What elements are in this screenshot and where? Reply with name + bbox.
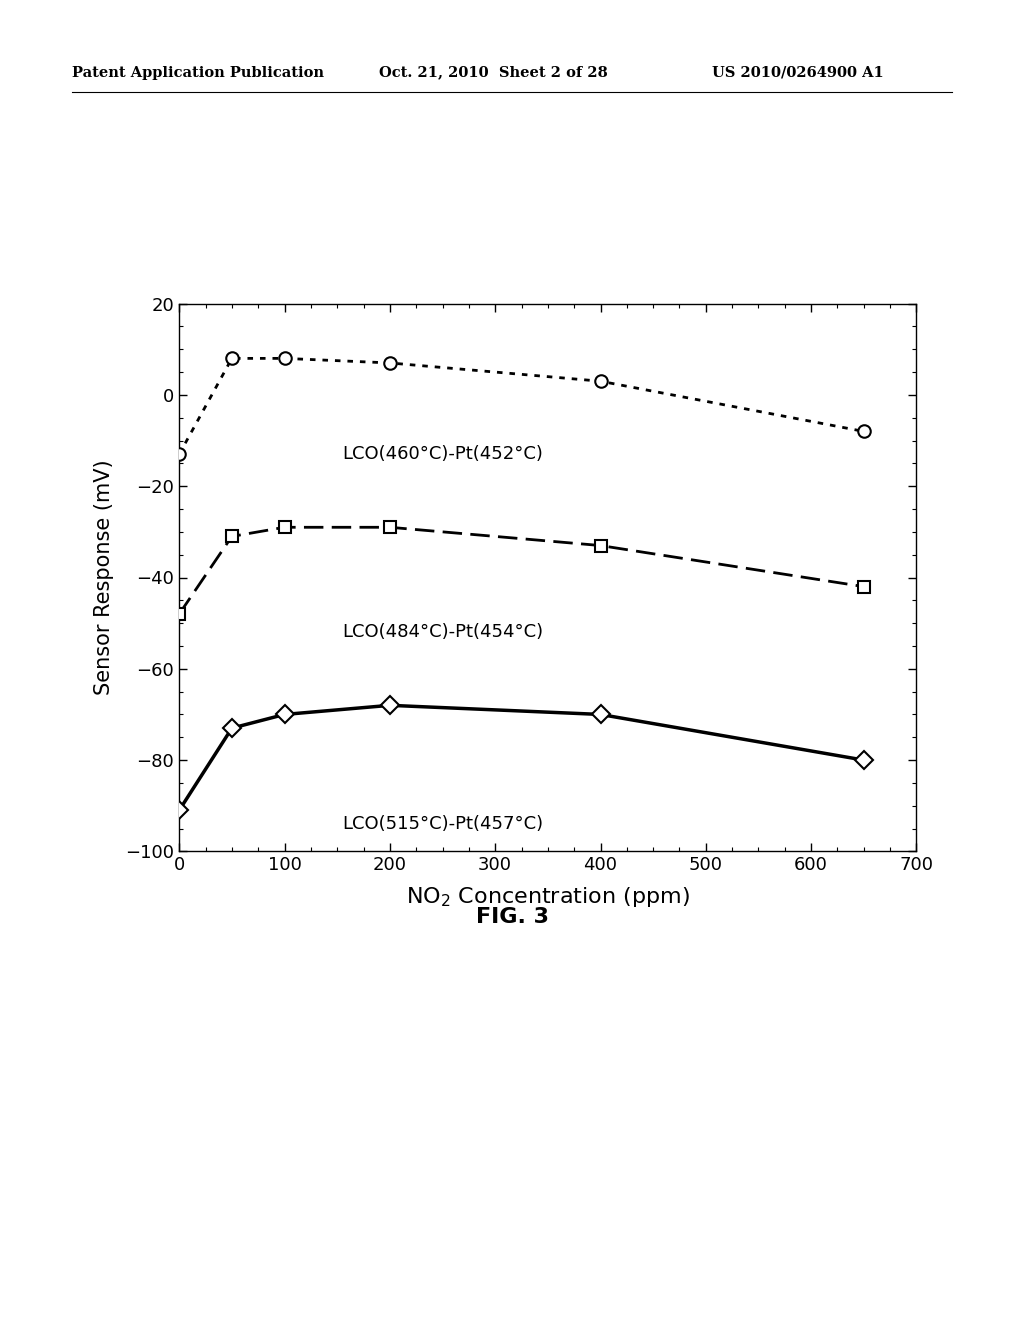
Text: FIG. 3: FIG. 3 — [475, 907, 549, 928]
X-axis label: NO$_2$ Concentration (ppm): NO$_2$ Concentration (ppm) — [406, 886, 690, 909]
Text: Oct. 21, 2010  Sheet 2 of 28: Oct. 21, 2010 Sheet 2 of 28 — [379, 66, 607, 79]
Text: LCO(484°C)-Pt(454°C): LCO(484°C)-Pt(454°C) — [342, 623, 544, 642]
Text: LCO(460°C)-Pt(452°C): LCO(460°C)-Pt(452°C) — [342, 445, 544, 463]
Text: US 2010/0264900 A1: US 2010/0264900 A1 — [712, 66, 884, 79]
Text: Patent Application Publication: Patent Application Publication — [72, 66, 324, 79]
Y-axis label: Sensor Response (mV): Sensor Response (mV) — [94, 459, 115, 696]
Text: LCO(515°C)-Pt(457°C): LCO(515°C)-Pt(457°C) — [342, 814, 544, 833]
